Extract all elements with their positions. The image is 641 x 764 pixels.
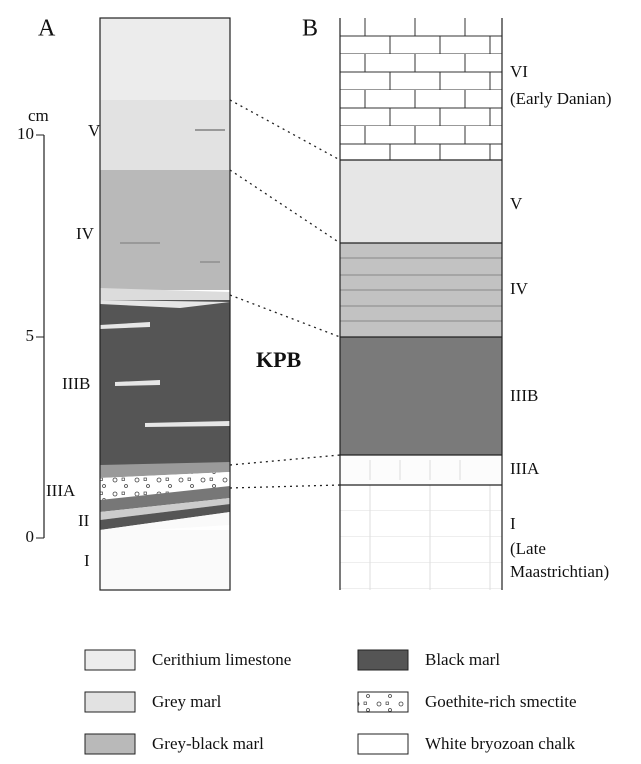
scale-label: 5 — [26, 326, 35, 345]
unit-label: IIIB — [510, 386, 538, 405]
unit-label: IIIB — [62, 374, 90, 393]
unit-label: V — [510, 194, 523, 213]
boundary-label: KPB — [256, 347, 302, 372]
correlation-lines — [229, 99, 341, 489]
panel-label: A — [38, 16, 56, 42]
legend: Cerithium limestone Black marl Grey marl… — [84, 649, 577, 755]
panel-label: B — [302, 16, 318, 42]
unit-label: I — [510, 514, 516, 533]
legend-label: Black marl — [425, 650, 500, 669]
unit-label: V — [88, 121, 101, 140]
unit-label: IIIA — [510, 459, 540, 478]
unit-label: VI — [510, 62, 528, 81]
unit-label: IIIA — [46, 481, 76, 500]
scale-label: 10 — [17, 124, 34, 143]
scale-unit: cm — [28, 106, 49, 125]
unit-note: (Early Danian) — [510, 89, 611, 108]
unit-label: I — [84, 551, 90, 570]
unit-label: II — [78, 511, 90, 530]
legend-label: Grey-black marl — [152, 734, 264, 753]
scale-label: 0 — [26, 527, 35, 546]
unit-note: Maastrichtian) — [510, 562, 609, 581]
legend-label: Cerithium limestone — [152, 650, 291, 669]
unit-label: IV — [510, 279, 529, 298]
legend-label: Grey marl — [152, 692, 222, 711]
unit-note: (Late — [510, 539, 546, 558]
column-a — [99, 17, 231, 591]
legend-label: White bryozoan chalk — [425, 734, 576, 753]
unit-label: IV — [76, 224, 95, 243]
legend-label: Goethite-rich smectite — [425, 692, 577, 711]
column-b — [339, 18, 503, 590]
